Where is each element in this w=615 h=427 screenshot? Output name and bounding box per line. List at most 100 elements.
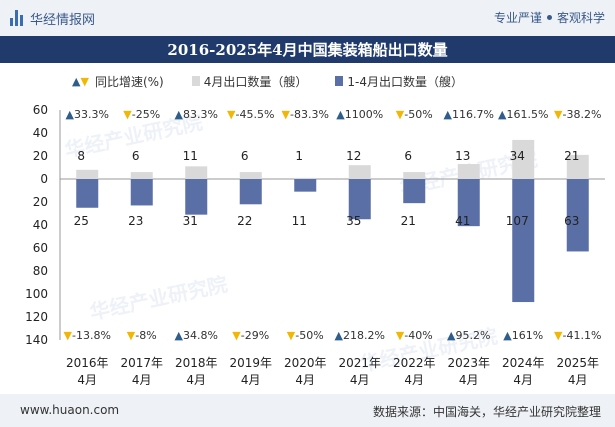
y-tick-label: 120	[25, 310, 48, 324]
growth-april-label: ▲1100%	[336, 108, 383, 121]
cumulative-bar	[130, 179, 153, 206]
april-value-label: 34	[510, 149, 525, 163]
slogan-part-2: 客观科学	[556, 11, 605, 25]
cumulative-value-label: 63	[564, 214, 579, 228]
legend-cumulative-swatch	[335, 76, 344, 86]
legend-cumulative-label: 1-4月出口数量（艘）	[347, 74, 463, 89]
x-category-label: 4月	[513, 373, 533, 387]
growth-april-label: ▲116.7%	[444, 108, 494, 121]
bar-chart: 华经产业研究院华经产业研究院华经产业研究院华经产业研究院604020020406…	[25, 103, 605, 387]
cumulative-value-label: 23	[128, 214, 143, 228]
cumulative-bar	[185, 179, 208, 215]
y-tick-label: 80	[33, 264, 48, 278]
bullet-dot-icon	[546, 15, 552, 20]
footer-url[interactable]: www.huaon.com	[20, 403, 120, 417]
down-triangle-icon: ▼	[80, 74, 89, 88]
x-category-label: 4月	[350, 373, 370, 387]
growth-cumulative-label: ▼-50%	[287, 329, 324, 342]
cumulative-value-label: 107	[506, 214, 529, 228]
watermark-text: 华经产业研究院	[88, 272, 230, 325]
growth-cumulative-label: ▼-8%	[127, 329, 157, 342]
april-bar	[457, 164, 480, 179]
brand-logo-icon	[10, 10, 24, 26]
brand-name: 华经情报网	[30, 12, 96, 28]
x-category-label: 2025年	[556, 356, 599, 370]
growth-cumulative-label: ▲95.2%	[447, 329, 490, 342]
cumulative-value-label: 22	[237, 214, 252, 228]
y-tick-label: 140	[25, 333, 48, 347]
brand[interactable]: 华经情报网	[10, 8, 95, 28]
growth-april-label: ▼-45.5%	[227, 108, 274, 121]
footer: www.huaon.com 数据来源：中国海关，华经产业研究院整理	[0, 394, 615, 427]
growth-cumulative-label: ▼-40%	[396, 329, 433, 342]
legend-cumulative: 1-4月出口数量（艘）	[335, 73, 463, 90]
legend-april: 4月出口数量（艘）	[191, 73, 308, 90]
cumulative-bar	[457, 179, 480, 227]
x-category-label: 4月	[77, 373, 97, 387]
cumulative-bar	[403, 179, 426, 204]
x-category-label: 4月	[186, 373, 206, 387]
april-value-label: 6	[241, 149, 249, 163]
cumulative-value-label: 41	[455, 214, 470, 228]
x-category-label: 2016年	[66, 356, 109, 370]
cumulative-bar	[566, 179, 589, 252]
legend-april-label: 4月出口数量（艘）	[203, 74, 308, 89]
april-value-label: 1	[295, 149, 303, 163]
cumulative-bar	[512, 179, 535, 303]
april-bar	[185, 166, 208, 179]
april-value-label: 6	[404, 149, 412, 163]
cumulative-bar	[348, 179, 371, 220]
x-category-label: 4月	[459, 373, 479, 387]
y-tick-label: 40	[33, 218, 48, 232]
growth-april-label: ▼-50%	[396, 108, 433, 121]
april-bar	[403, 172, 426, 179]
x-category-label: 4月	[568, 373, 588, 387]
april-value-label: 8	[77, 149, 85, 163]
april-value-label: 13	[455, 149, 470, 163]
x-category-label: 2024年	[502, 356, 545, 370]
growth-cumulative-label: ▲161%	[503, 329, 543, 342]
cumulative-value-label: 21	[401, 214, 416, 228]
y-tick-label: 100	[25, 287, 48, 301]
growth-april-label: ▲33.3%	[66, 108, 109, 121]
growth-cumulative-label: ▼-13.8%	[64, 329, 111, 342]
x-category-label: 2017年	[120, 356, 163, 370]
x-category-label: 2019年	[229, 356, 272, 370]
cumulative-bar	[294, 179, 317, 192]
april-bar	[239, 172, 262, 179]
slogan: 专业严谨 客观科学	[494, 9, 605, 26]
y-tick-label: 60	[33, 103, 48, 117]
x-category-label: 2022年	[393, 356, 436, 370]
y-tick-label: 20	[33, 149, 48, 163]
x-category-label: 4月	[132, 373, 152, 387]
y-tick-label: 20	[33, 195, 48, 209]
growth-april-label: ▲83.3%	[175, 108, 218, 121]
x-category-label: 4月	[241, 373, 261, 387]
x-category-label: 4月	[404, 373, 424, 387]
april-bar	[566, 154, 589, 179]
april-value-label: 6	[132, 149, 140, 163]
cumulative-value-label: 35	[346, 214, 361, 228]
x-category-label: 2023年	[447, 356, 490, 370]
april-value-label: 21	[564, 149, 579, 163]
y-tick-label: 60	[33, 241, 48, 255]
legend-growth-label: 同比增速(%)	[94, 74, 164, 89]
growth-cumulative-label: ▼-29%	[232, 329, 269, 342]
footer-source: 数据来源：中国海关，华经产业研究院整理	[372, 405, 601, 419]
april-value-label: 12	[346, 149, 361, 163]
april-bar	[348, 165, 371, 179]
growth-cumulative-label: ▲34.8%	[175, 329, 218, 342]
slogan-part-1: 专业严谨	[493, 11, 542, 25]
x-category-label: 2020年	[284, 356, 327, 370]
legend-growth: ▲ ▼ 同比增速(%)	[72, 73, 164, 90]
x-category-label: 2018年	[175, 356, 218, 370]
chart-title-bar: 2016-2025年4月中国集装箱船出口数量	[0, 36, 615, 63]
cumulative-value-label: 31	[183, 214, 198, 228]
cumulative-value-label: 11	[292, 214, 307, 228]
april-bar	[130, 172, 153, 179]
growth-april-label: ▼-38.2%	[554, 108, 601, 121]
april-bar	[512, 139, 535, 179]
cumulative-bar	[239, 179, 262, 205]
y-tick-label: 0	[40, 172, 48, 186]
april-bar	[76, 169, 99, 179]
